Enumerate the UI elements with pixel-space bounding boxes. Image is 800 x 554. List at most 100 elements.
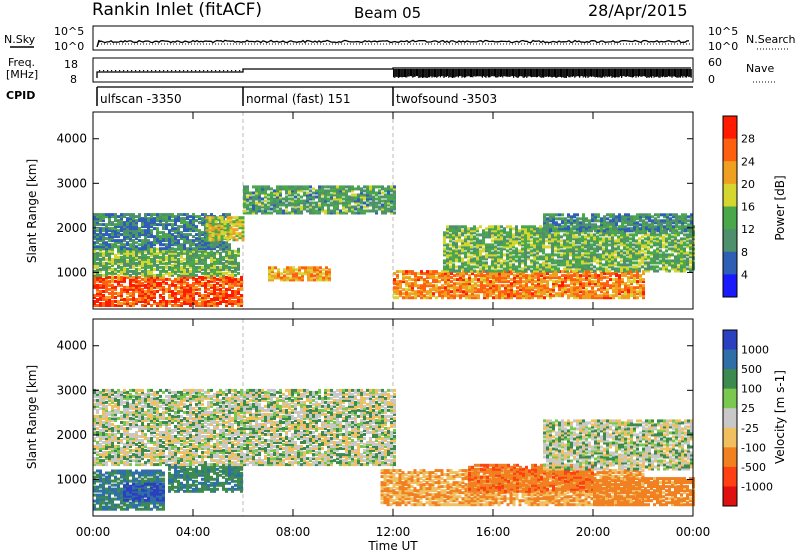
data-cell — [264, 185, 267, 189]
nave-tick — [496, 69, 498, 78]
data-cell — [213, 304, 216, 307]
data-cell — [129, 298, 132, 301]
data-cell — [129, 223, 132, 227]
data-cell — [399, 290, 402, 294]
data-cell — [366, 203, 369, 207]
data-cell — [542, 247, 545, 251]
data-cell — [328, 272, 331, 276]
data-cell — [114, 243, 117, 247]
data-cell — [486, 276, 489, 280]
data-cell — [378, 199, 381, 203]
data-cell — [292, 268, 295, 272]
data-cell — [495, 276, 498, 280]
data-cell — [180, 225, 183, 229]
nave-dot — [147, 70, 149, 72]
data-cell — [576, 296, 579, 300]
data-cell — [189, 255, 192, 259]
data-cell — [243, 199, 246, 203]
data-cell — [393, 191, 396, 195]
data-cell — [528, 292, 531, 296]
data-cell — [447, 292, 450, 296]
data-cell — [210, 277, 213, 281]
data-cell — [117, 277, 120, 281]
data-cell — [546, 276, 549, 280]
data-cell — [485, 249, 488, 253]
data-cell — [204, 261, 207, 265]
data-cell — [168, 233, 171, 237]
data-cell — [123, 243, 126, 247]
data-cell — [153, 223, 156, 227]
data-cell — [447, 286, 450, 290]
data-cell — [491, 251, 494, 255]
data-cell — [132, 217, 135, 221]
data-cell — [600, 276, 603, 280]
data-cell — [135, 257, 138, 261]
data-cell — [264, 205, 267, 209]
data-cell — [581, 257, 584, 261]
data-cell — [446, 255, 449, 259]
data-cell — [627, 276, 630, 280]
data-cell — [342, 185, 345, 189]
data-cell — [578, 259, 581, 263]
data-cell — [516, 294, 519, 298]
data-cell — [222, 255, 225, 259]
nave-tick — [565, 69, 567, 78]
data-cell — [204, 294, 207, 297]
data-cell — [420, 292, 423, 296]
data-cell — [93, 215, 96, 219]
data-cell — [129, 287, 132, 291]
nave-dot — [235, 70, 237, 72]
data-cell — [638, 231, 641, 235]
data-cell — [231, 257, 234, 261]
data-cell — [198, 253, 201, 257]
data-cell — [114, 285, 117, 289]
data-cell — [470, 251, 473, 255]
data-cell — [429, 282, 432, 286]
data-cell — [510, 288, 513, 292]
data-cell — [328, 268, 331, 272]
data-cell — [566, 241, 569, 245]
data-cell — [246, 191, 249, 195]
data-cell — [207, 265, 210, 269]
data-cell — [597, 280, 600, 284]
data-cell — [495, 274, 498, 278]
data-cell — [453, 274, 456, 278]
data-cell — [279, 195, 282, 199]
data-cell — [524, 251, 527, 255]
data-cell — [569, 247, 572, 251]
data-cell — [156, 302, 159, 305]
data-cell — [495, 294, 498, 298]
data-cell — [264, 209, 267, 213]
data-cell — [596, 225, 599, 229]
data-cell — [217, 238, 221, 242]
data-cell — [123, 233, 126, 237]
data-cell — [467, 247, 470, 251]
data-cell — [195, 300, 198, 303]
nave-tick — [562, 69, 564, 78]
data-cell — [411, 284, 414, 288]
data-cell — [201, 302, 204, 305]
data-cell — [545, 235, 548, 239]
data-cell — [581, 239, 584, 243]
data-cell — [624, 288, 627, 292]
data-cell — [536, 265, 539, 269]
data-cell — [210, 241, 213, 245]
data-cell — [624, 272, 627, 276]
data-cell — [506, 243, 509, 247]
data-cell — [572, 247, 575, 251]
data-cell — [524, 257, 527, 261]
data-cell — [639, 276, 642, 280]
data-cell — [530, 253, 533, 257]
data-cell — [638, 253, 641, 257]
data-cell — [569, 237, 572, 241]
data-cell — [327, 193, 330, 197]
data-cell — [630, 272, 633, 276]
data-cell — [336, 199, 339, 203]
data-cell — [402, 278, 405, 282]
data-cell — [482, 233, 485, 237]
data-cell — [144, 263, 147, 267]
data-cell — [180, 219, 183, 223]
data-cell — [569, 251, 572, 255]
data-cell — [111, 235, 114, 239]
data-cell — [618, 284, 621, 288]
